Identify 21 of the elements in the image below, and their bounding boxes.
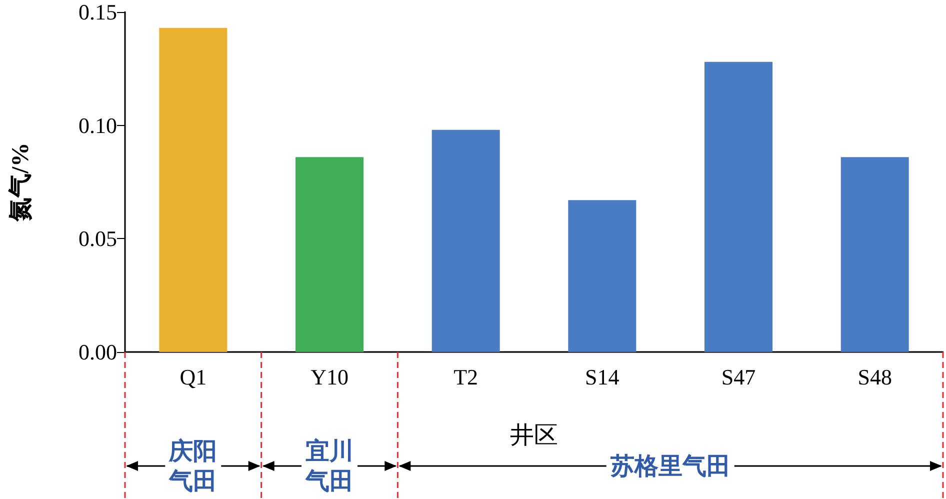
bar [704, 62, 772, 352]
y-tick-label: 0.05 [78, 226, 117, 252]
bar [840, 157, 909, 352]
x-tick-label: S14 [585, 364, 620, 390]
y-tick-label: 0.15 [78, 0, 117, 24]
x-tick-label: Q1 [180, 364, 207, 390]
bar [296, 157, 364, 352]
x-tick-label: Y10 [310, 364, 348, 390]
bar [568, 200, 636, 352]
bar [159, 28, 228, 352]
bar [432, 130, 500, 352]
x-axis-title: 井区 [510, 423, 558, 449]
x-tick-label: T2 [454, 364, 478, 390]
text: 庆阳气田 [168, 438, 218, 495]
text: 宜川气田 [304, 437, 354, 495]
text: 苏格里气田 [609, 453, 730, 480]
y-axis-title: 氮气/% [7, 142, 34, 222]
x-tick-label: S48 [858, 364, 892, 390]
y-tick-label: 0.10 [78, 112, 117, 138]
y-tick-label: 0.00 [78, 340, 117, 364]
x-tick-label: S47 [721, 364, 756, 390]
